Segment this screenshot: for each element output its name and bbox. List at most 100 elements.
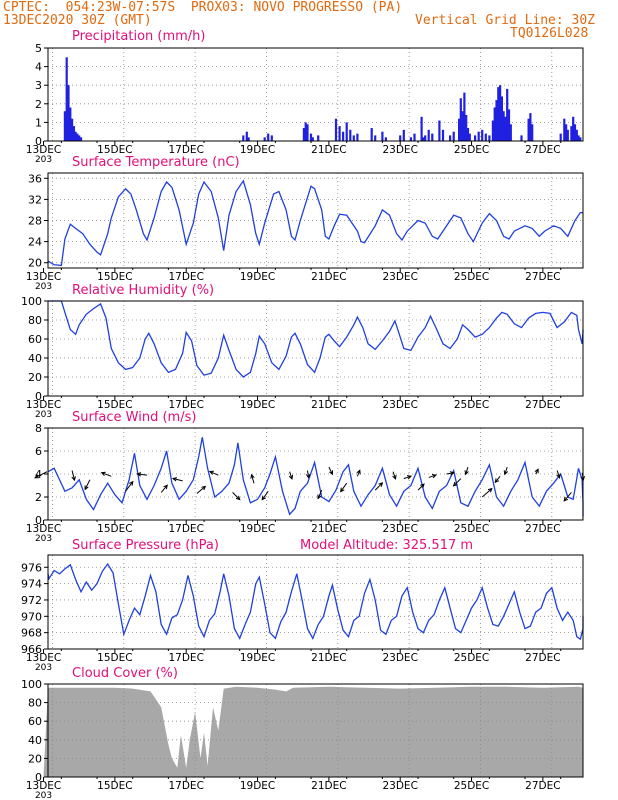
precip-bar [311, 137, 314, 141]
precip-bar [431, 133, 434, 141]
precip-bar [399, 135, 402, 141]
y-tick-label: 3 [35, 79, 42, 92]
panel-3 [34, 427, 585, 524]
wind-arrow [481, 488, 493, 498]
precip-bar [461, 111, 464, 141]
wind-arrow [453, 478, 462, 487]
x-year-label: 203 [35, 534, 52, 544]
precip-bar [499, 85, 502, 141]
wind-arrow [232, 492, 241, 500]
x-year-label: 203 [35, 791, 52, 800]
precip-bar [449, 135, 452, 141]
header-station: CPTEC: 054:23W-07:57S PROX03: NOVO PROGR… [3, 0, 403, 15]
series-line [47, 179, 583, 267]
x-tick-label: 17DEC [168, 144, 203, 156]
x-tick-label: 17DEC [168, 652, 203, 664]
x-tick-label: 15DEC [97, 652, 132, 664]
series-line [48, 300, 584, 378]
precip-bar [463, 92, 466, 141]
precip-bar [570, 126, 573, 141]
precip-bar [304, 122, 307, 141]
y-tick-label: 28 [28, 215, 42, 228]
y-tick-label: 976 [21, 561, 42, 574]
precip-bar [381, 131, 384, 141]
precip-bar [500, 96, 503, 141]
wind-arrow [328, 466, 333, 475]
precip-bar [334, 118, 338, 141]
precip-bar [420, 116, 423, 141]
wind-arrow [340, 482, 348, 492]
precip-bar [488, 135, 491, 141]
wind-arrowhead [487, 487, 493, 493]
x-tick-label: 13DEC [26, 523, 61, 535]
x-tick-label: 27DEC [525, 652, 560, 664]
y-tick-label: 968 [21, 627, 42, 640]
wind-arrowhead [534, 468, 539, 474]
wind-arrowhead [250, 473, 255, 479]
wind-arrow [465, 466, 469, 475]
x-tick-label: 17DEC [168, 523, 203, 535]
x-tick-label: 23DEC [382, 523, 417, 535]
wind-arrowhead [201, 485, 207, 491]
wind-arrowhead [392, 474, 397, 480]
precip-bar [474, 135, 477, 141]
x-tick-label: 17DEC [168, 271, 203, 283]
x-tick-label: 15DEC [97, 780, 132, 792]
wind-arrowhead [494, 478, 500, 484]
precip-bar [491, 120, 494, 141]
precip-bar [67, 85, 70, 141]
precip-bar [531, 124, 534, 141]
precip-bar [309, 133, 313, 141]
x-tick-label: 15DEC [97, 271, 132, 283]
x-tick-label: 13DEC [26, 399, 61, 411]
panel-title: Surface Temperature (nC) [72, 155, 240, 170]
x-year-label: 203 [35, 282, 52, 292]
wind-arrowhead [163, 484, 168, 490]
x-year-label: 203 [35, 155, 52, 165]
wind-arrowhead [288, 474, 294, 480]
wind-arrowhead [100, 471, 106, 477]
y-tick-label: 970 [21, 610, 42, 623]
wind-arrowhead [128, 480, 134, 486]
wind-arrow [428, 474, 437, 478]
x-tick-label: 23DEC [382, 271, 417, 283]
wind-arrowhead [136, 472, 142, 477]
wind-arrowhead [208, 470, 214, 475]
wind-arrowhead [431, 474, 437, 479]
y-tick-label: 100 [21, 295, 42, 308]
panel-frame [47, 683, 584, 778]
x-tick-label: 21DEC [311, 652, 346, 664]
precip-bar [338, 126, 341, 141]
wind-arrow [71, 470, 75, 481]
precip-bar [245, 131, 248, 141]
wind-arrowhead [452, 481, 458, 487]
wind-arrow [494, 475, 501, 483]
wind-arrow [317, 489, 323, 499]
precip-bar [76, 133, 79, 141]
wind-arrowhead [317, 494, 322, 500]
y-tick-label: 4 [35, 468, 42, 481]
x-tick-label: 13DEC [26, 144, 61, 156]
wind-arrow [209, 471, 219, 476]
x-tick-label: 27DEC [525, 271, 560, 283]
wind-arrowhead [406, 475, 413, 480]
precip-bar [78, 135, 81, 141]
panel-title: Surface Wind (m/s) [72, 410, 196, 425]
x-tick-label: 23DEC [382, 144, 417, 156]
x-tick-label: 15DEC [97, 399, 132, 411]
y-tick-label: 80 [28, 314, 42, 327]
precip-bar [477, 131, 480, 141]
precip-bar [247, 137, 250, 141]
x-tick-label: 15DEC [97, 523, 132, 535]
x-tick-label: 17DEC [168, 780, 203, 792]
precip-bar [402, 129, 405, 141]
y-tick-label: 24 [28, 236, 42, 249]
x-tick-label: 23DEC [382, 399, 417, 411]
panel-frame [47, 554, 584, 650]
wind-arrowhead [305, 473, 311, 479]
precip-bar [317, 135, 320, 141]
precip-bar [563, 118, 566, 141]
panel-title: Surface Pressure (hPa) [72, 538, 219, 553]
wind-arrow [374, 482, 383, 491]
precip-bar [69, 107, 72, 141]
